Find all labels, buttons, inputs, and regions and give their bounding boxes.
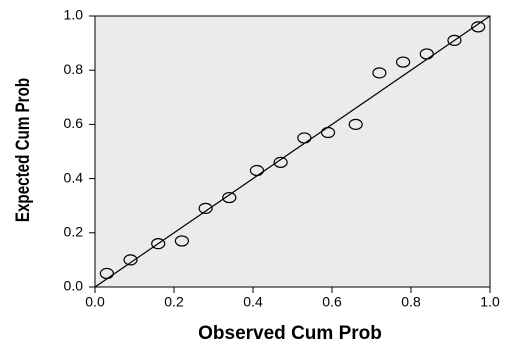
x-tick-label: 1.0 — [480, 294, 500, 310]
y-axis-title: Expected Cum Prob — [11, 78, 33, 222]
y-tick-label: 0.2 — [64, 224, 84, 240]
x-tick-label: 0.0 — [85, 294, 105, 310]
y-tick-label: 0.4 — [64, 169, 84, 185]
y-tick-label: 0.8 — [64, 61, 84, 77]
x-tick-label: 0.6 — [322, 294, 342, 310]
chart: Observed Cum Prob Expected Cum Prob 0.00… — [0, 0, 513, 348]
x-axis-title: Observed Cum Prob — [198, 323, 382, 344]
x-tick-label: 0.4 — [243, 294, 263, 310]
y-tick-label: 1.0 — [64, 7, 84, 23]
x-tick-label: 0.2 — [164, 294, 184, 310]
x-tick-label: 0.8 — [401, 294, 421, 310]
y-tick-label: 0.6 — [64, 115, 84, 131]
y-tick-label: 0.0 — [64, 278, 84, 294]
